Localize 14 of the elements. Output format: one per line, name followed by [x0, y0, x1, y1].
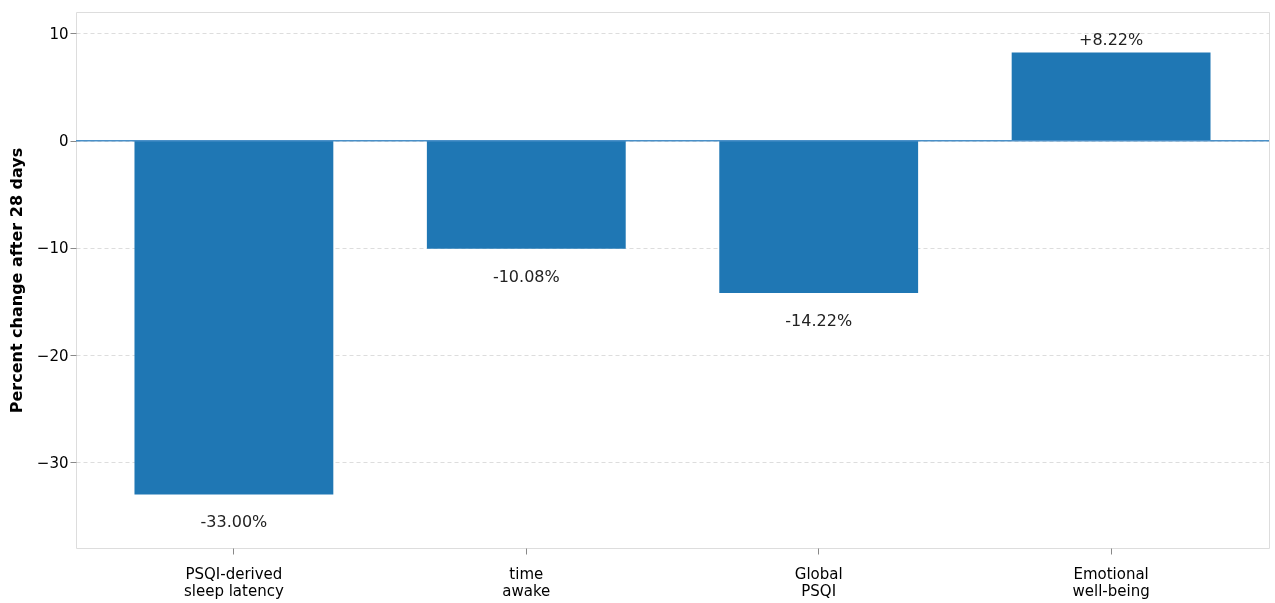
- y-tick-label: 0: [58, 132, 69, 151]
- x-tick-label: PSQI-derived sleep latency: [183, 564, 284, 600]
- x-tick-label: Emotional well-being: [1072, 564, 1150, 600]
- x-tick-label: time awake: [502, 564, 551, 600]
- y-tick-label: 10: [49, 24, 69, 43]
- y-tick-label: −30: [36, 453, 69, 472]
- y-axis-title: Percent change after 28 days: [6, 147, 26, 414]
- data-label: -14.22%: [785, 311, 853, 331]
- data-label: +8.22%: [1078, 29, 1144, 49]
- x-tick-label: Global PSQI: [794, 564, 843, 600]
- data-label: -10.08%: [492, 266, 560, 286]
- y-tick-label: −20: [36, 346, 69, 365]
- data-label: -33.00%: [200, 512, 268, 532]
- y-tick-label: −10: [36, 239, 69, 258]
